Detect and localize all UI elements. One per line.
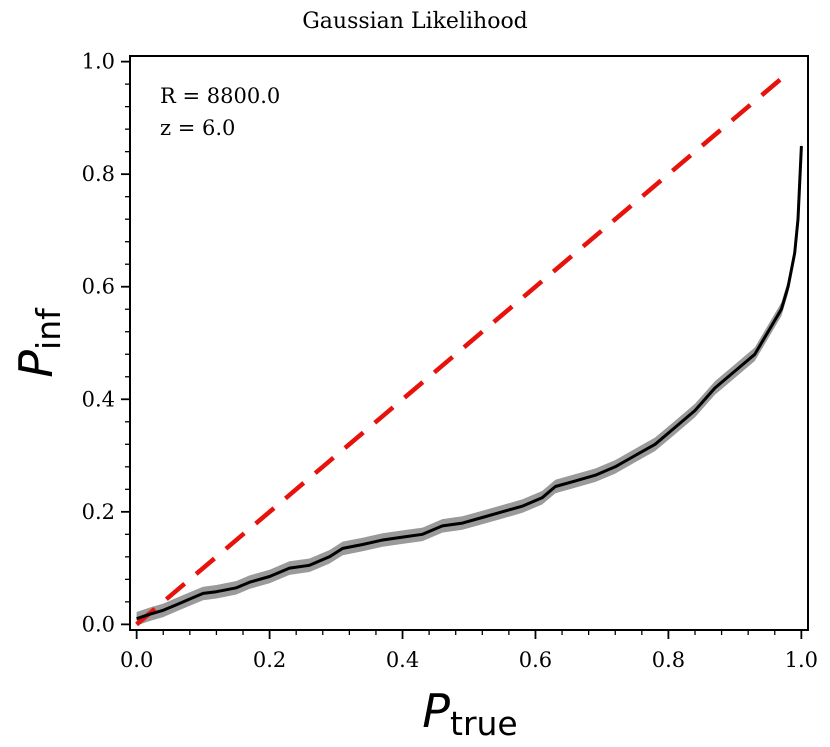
x-tick-label: 0.4 — [386, 648, 419, 672]
y-axis-label-sub: inf — [29, 307, 68, 350]
chart-title: Gaussian Likelihood — [302, 9, 528, 34]
y-tick-label: 0.6 — [82, 275, 115, 299]
y-tick-label: 1.0 — [82, 50, 115, 74]
x-tick-label: 1.0 — [785, 648, 818, 672]
x-tick-label: 0.8 — [652, 648, 685, 672]
y-axis-label: Pinf — [9, 307, 68, 378]
y-tick-label: 0.8 — [82, 162, 115, 186]
annotation-text: z = 6.0 — [160, 116, 235, 140]
x-tick-label: 0.2 — [253, 648, 286, 672]
x-tick-label: 0.6 — [519, 648, 552, 672]
x-tick-label: 0.0 — [120, 648, 153, 672]
data-line — [136, 145, 803, 621]
y-tick-label: 0.0 — [82, 612, 115, 636]
y-tick-label: 0.2 — [82, 500, 115, 524]
axes-frame — [129, 55, 809, 631]
y-tick-label: 0.4 — [82, 387, 115, 411]
reference-diagonal-line — [135, 71, 790, 627]
annotation-text: R = 8800.0 — [160, 84, 280, 108]
y-axis-label-main: P — [9, 350, 63, 378]
x-axis-label-main: P — [422, 684, 450, 738]
plot-area — [135, 71, 803, 627]
x-axis-label-sub: true — [450, 704, 518, 743]
annotation-layer: R = 8800.0 z = 6.0 — [160, 84, 280, 140]
axes-layer: 0.0 0.2 0.4 0.6 0.8 1.0 0.0 0.2 0.4 0.6 0.8 1.0 — [82, 50, 818, 672]
x-axis-label: Ptrue — [422, 684, 517, 743]
series-layer — [135, 71, 803, 627]
